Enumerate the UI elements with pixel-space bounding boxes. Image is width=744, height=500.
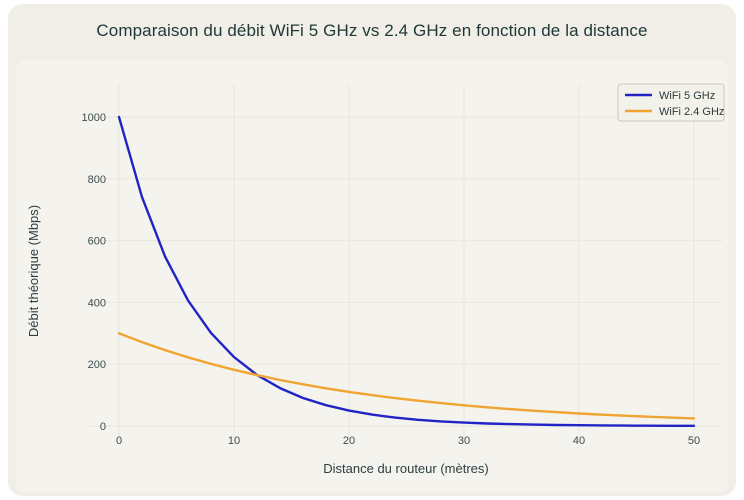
plot-panel: 0 10 20 30 40 50 0 200 400 600 800 1000 Distance d… [16,60,728,492]
x-tick-label: 30 [458,435,470,447]
chart-canvas: 0 10 20 30 40 50 0 200 400 600 800 1000 Distance d… [26,83,725,476]
legend-label-wifi-5ghz: WiFi 5 GHz [659,90,715,102]
x-axis-tick-labels: 0 10 20 30 40 50 [116,435,700,447]
y-tick-label: 1000 [82,112,106,124]
x-tick-label: 0 [116,435,122,447]
gridlines [90,85,722,441]
x-tick-label: 50 [688,435,700,447]
legend-label-wifi-2-4ghz: WiFi 2.4 GHz [659,106,724,118]
y-tick-label: 600 [88,236,106,248]
figure-card: Comparaison du débit WiFi 5 GHz vs 2.4 G… [8,4,736,496]
y-axis-label: Débit théorique (Mbps) [26,205,41,337]
y-axis-tick-labels: 0 200 400 600 800 1000 [82,112,106,433]
y-tick-label: 400 [88,297,106,309]
series-line-wifi-2-4-ghz [117,332,696,420]
x-tick-label: 20 [343,435,355,447]
y-tick-label: 0 [100,421,106,433]
x-tick-label: 10 [228,435,240,447]
y-tick-label: 800 [88,174,106,186]
y-tick-label: 200 [88,359,106,371]
series-line-wifi-5-ghz [117,115,696,427]
chart-title: Comparaison du débit WiFi 5 GHz vs 2.4 G… [96,21,648,40]
legend: WiFi 5 GHz WiFi 2.4 GHz [617,83,725,122]
x-axis-label: Distance du routeur (mètres) [323,461,488,476]
x-tick-label: 40 [573,435,585,447]
series-lines [117,115,696,427]
